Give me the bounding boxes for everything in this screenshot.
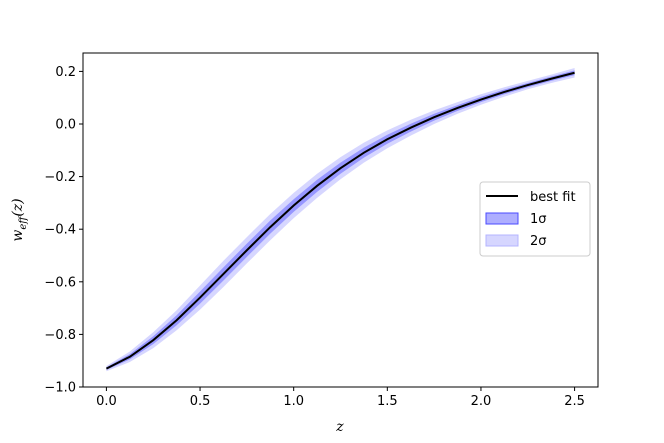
- plot-frame: [82, 52, 599, 388]
- x-tick-label: 0.0: [96, 394, 117, 409]
- best-fit-line: [105, 71, 575, 370]
- y-tick-label: −0.8: [44, 328, 76, 343]
- x-tick-label: 1.0: [283, 394, 304, 409]
- x-tick-label: 2.5: [564, 394, 585, 409]
- y-tick-label: −0.6: [44, 275, 76, 290]
- x-axis-label: z: [335, 419, 344, 435]
- y-tick-label: 0.2: [55, 65, 76, 80]
- legend-label-1sigma: 1σ: [530, 212, 547, 227]
- legend: best fit 1σ 2σ: [479, 181, 591, 257]
- y-tick-label: −0.4: [44, 223, 76, 238]
- x-tick-label: 0.5: [190, 394, 211, 409]
- x-tick-label: 2.0: [471, 394, 492, 409]
- y-axis-label: weff(z): [10, 198, 29, 241]
- legend-label-2sigma: 2σ: [530, 234, 547, 249]
- y-tick-label: −1.0: [44, 381, 76, 396]
- x-tick-label: 1.5: [377, 394, 398, 409]
- legend-label-best-fit: best fit: [530, 190, 576, 205]
- y-tick-label: 0.0: [55, 118, 76, 133]
- y-tick-label: −0.2: [44, 170, 76, 185]
- legend-swatch-2sigma: [485, 234, 519, 247]
- legend-swatch-1sigma: [485, 212, 519, 225]
